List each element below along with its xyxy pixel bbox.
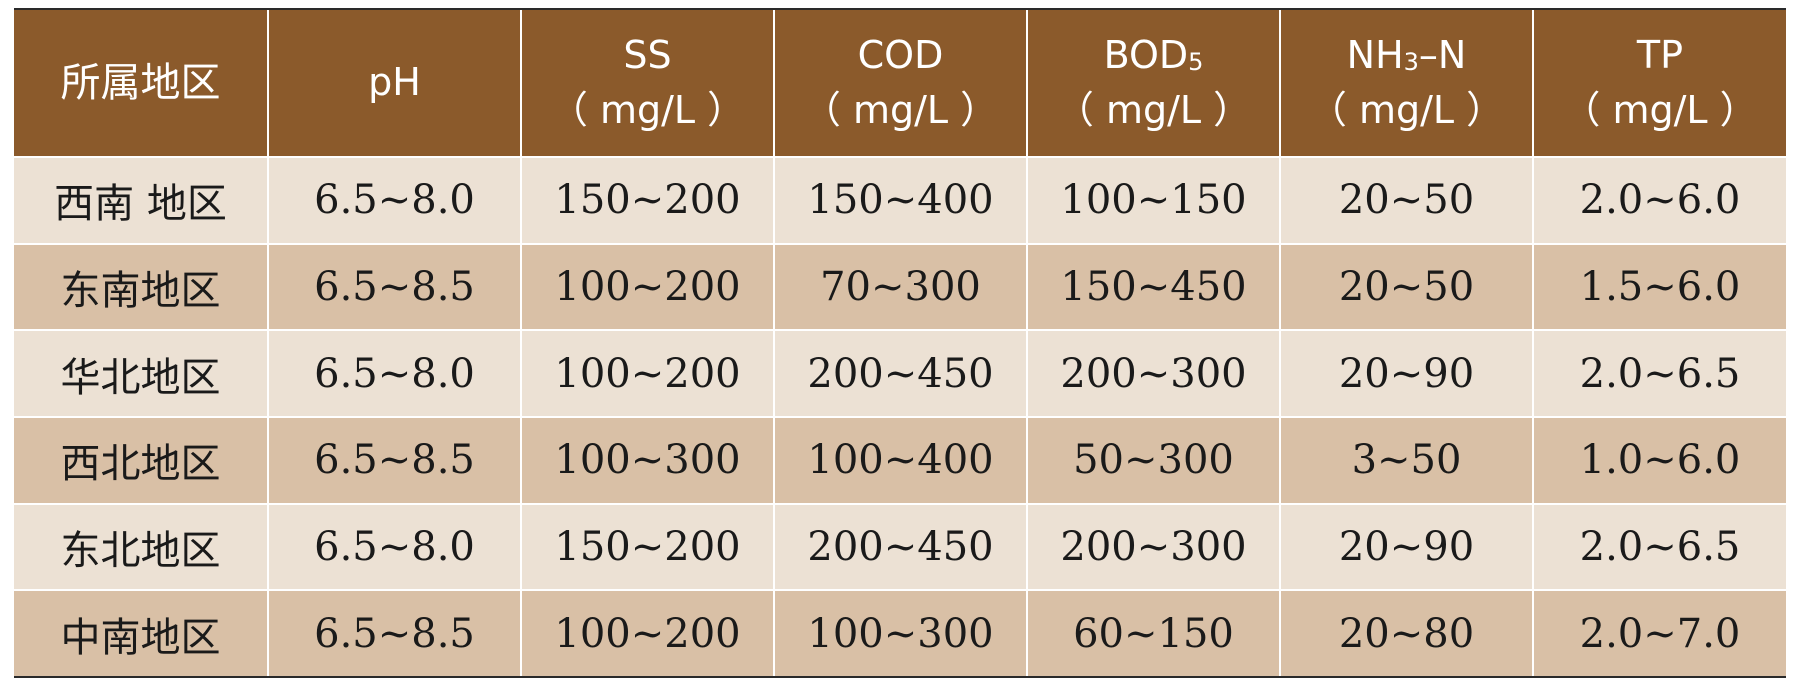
header-tp: TP （ mg/L ）	[1533, 10, 1786, 158]
cell-cod: 100~400	[774, 416, 1028, 505]
cell-bod5: 100~150	[1027, 157, 1281, 245]
header-bod5: BOD5 （ mg/L ）	[1027, 10, 1281, 158]
header-cod: COD （ mg/L ）	[774, 10, 1028, 158]
cell-region: 西南 地区	[14, 157, 269, 245]
cell-tp: 2.0~6.0	[1533, 157, 1786, 245]
header-row: 所属地区 pH SS （ mg/L ） COD （ mg/L ） BOD5 （ …	[14, 10, 1786, 158]
cell-ph: 6.5~8.5	[268, 590, 522, 676]
header-bod5-label: BOD	[1103, 32, 1189, 77]
header-nh3n-title: NH3–N	[1281, 28, 1532, 83]
cell-nh3n: 20~50	[1280, 157, 1534, 245]
cell-region: 东北地区	[14, 503, 269, 592]
header-bod5-unit: （ mg/L ）	[1055, 88, 1252, 132]
cell-region: 中南地区	[14, 590, 269, 676]
water-quality-table: 所属地区 pH SS （ mg/L ） COD （ mg/L ） BOD5 （ …	[14, 10, 1786, 676]
cell-nh3n: 20~50	[1280, 243, 1534, 332]
cell-cod: 70~300	[774, 243, 1028, 332]
cell-cod: 200~450	[774, 503, 1028, 592]
cell-ph: 6.5~8.0	[268, 503, 522, 592]
header-ph-label: pH	[368, 60, 421, 105]
cell-tp: 2.0~6.5	[1533, 330, 1786, 418]
cell-cod: 150~400	[774, 157, 1028, 245]
cell-ph: 6.5~8.0	[268, 330, 522, 418]
cell-region: 西北地区	[14, 416, 269, 505]
header-ss: SS （ mg/L ）	[521, 10, 775, 158]
header-tp-label: TP	[1636, 32, 1684, 77]
cell-ss: 100~200	[521, 590, 775, 676]
cell-bod5: 150~450	[1027, 243, 1281, 332]
cell-bod5: 50~300	[1027, 416, 1281, 505]
header-nh3n-unit: （ mg/L ）	[1308, 88, 1505, 132]
header-nh3n-suffix: –N	[1418, 32, 1467, 77]
table-row: 中南地区 6.5~8.5 100~200 100~300 60~150 20~80 2.0~…	[14, 590, 1786, 676]
cell-ph: 6.5~8.5	[268, 416, 522, 505]
cell-cod: 100~300	[774, 590, 1028, 676]
cell-bod5: 60~150	[1027, 590, 1281, 676]
cell-bod5: 200~300	[1027, 503, 1281, 592]
header-nh3n: NH3–N （ mg/L ）	[1280, 10, 1534, 158]
header-nh3n-label: NH	[1346, 32, 1404, 77]
cell-ss: 100~200	[521, 330, 775, 418]
cell-tp: 1.0~6.0	[1533, 416, 1786, 505]
table-row: 华北地区 6.5~8.0 100~200 200~450 200~300 20~90 2.0…	[14, 330, 1786, 418]
cell-region: 华北地区	[14, 330, 269, 418]
cell-bod5: 200~300	[1027, 330, 1281, 418]
cell-nh3n: 3~50	[1280, 416, 1534, 505]
cell-ss: 150~200	[521, 503, 775, 592]
water-quality-table-container: 所属地区 pH SS （ mg/L ） COD （ mg/L ） BOD5 （ …	[14, 8, 1786, 678]
table-row: 西北地区 6.5~8.5 100~300 100~400 50~300 3~50 1.0~6…	[14, 416, 1786, 505]
cell-nh3n: 20~90	[1280, 503, 1534, 592]
header-cod-unit: （ mg/L ）	[802, 88, 999, 132]
cell-ph: 6.5~8.0	[268, 157, 522, 245]
header-region: 所属地区	[14, 10, 269, 158]
table-row: 东北地区 6.5~8.0 150~200 200~450 200~300 20~90 2.0…	[14, 503, 1786, 592]
cell-cod: 200~450	[774, 330, 1028, 418]
table-body: 西南 地区 6.5~8.0 150~200 150~400 100~150 20~50 2.…	[14, 157, 1786, 676]
header-tp-unit: （ mg/L ）	[1562, 88, 1758, 132]
cell-ss: 150~200	[521, 157, 775, 245]
header-ss-label: SS	[623, 32, 672, 77]
cell-nh3n: 20~80	[1280, 590, 1534, 676]
header-region-label: 所属地区	[60, 60, 221, 106]
cell-ss: 100~300	[521, 416, 775, 505]
table-row: 西南 地区 6.5~8.0 150~200 150~400 100~150 20~50 2.…	[14, 157, 1786, 245]
header-bod5-subscript: 5	[1188, 47, 1204, 76]
cell-region: 东南地区	[14, 243, 269, 332]
header-ph: pH	[268, 10, 522, 158]
table-row: 东南地区 6.5~8.5 100~200 70~300 150~450 20~50 1.5~…	[14, 243, 1786, 332]
header-bod5-title: BOD5	[1028, 28, 1279, 83]
header-nh3n-subscript: 3	[1403, 47, 1419, 76]
cell-ss: 100~200	[521, 243, 775, 332]
cell-nh3n: 20~90	[1280, 330, 1534, 418]
header-cod-label: COD	[857, 32, 944, 77]
cell-tp: 2.0~6.5	[1533, 503, 1786, 592]
cell-tp: 1.5~6.0	[1533, 243, 1786, 332]
cell-tp: 2.0~7.0	[1533, 590, 1786, 676]
header-ss-unit: （ mg/L ）	[549, 88, 746, 132]
cell-ph: 6.5~8.5	[268, 243, 522, 332]
